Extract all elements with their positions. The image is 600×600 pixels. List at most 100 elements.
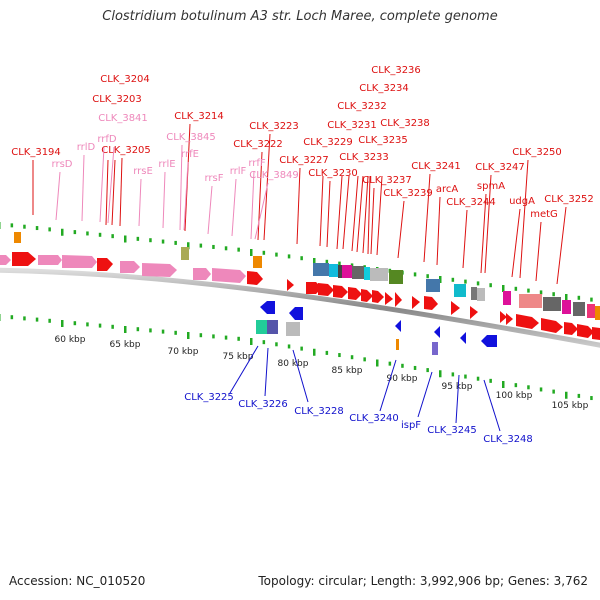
- cds-arrow: [385, 292, 393, 305]
- tick-mark: [237, 336, 240, 341]
- tick-mark: [187, 242, 190, 250]
- tick-mark: [363, 357, 366, 362]
- tick-mark: [325, 259, 329, 264]
- gene-label-forward: CLK_3203: [92, 94, 142, 105]
- tick-mark: [313, 348, 316, 356]
- tick-mark: [539, 290, 543, 295]
- gene-label-reverse: CLK_3225: [184, 392, 234, 403]
- rrna-arrow: [120, 261, 140, 273]
- tick-mark: [590, 297, 593, 302]
- gene-label-forward: CLK_3222: [233, 139, 283, 150]
- gene-label-forward: CLK_3194: [11, 147, 61, 158]
- tick-mark: [300, 346, 303, 351]
- gene-label-rna: rrlF: [230, 166, 247, 177]
- feature-lightgray: [477, 288, 485, 301]
- gene-label-forward: CLK_3230: [308, 168, 358, 179]
- forward-features: [0, 232, 600, 340]
- cds-arrow: [577, 324, 594, 338]
- rrna-arrow: [212, 268, 246, 283]
- gene-label-forward: CLK_3234: [359, 83, 409, 94]
- cds-arrow: [372, 290, 384, 303]
- feature-steelblue: [426, 279, 440, 292]
- label-leader-line: [556, 206, 567, 285]
- gene-label-forward: CLK_3214: [174, 111, 224, 122]
- scale-label: 70 kbp: [168, 347, 199, 357]
- tick-mark: [552, 389, 555, 394]
- feature-cyan: [364, 267, 370, 280]
- label-leader-line: [183, 161, 189, 231]
- tick-mark: [86, 231, 89, 236]
- tick-mark: [262, 250, 266, 255]
- tick-mark: [350, 355, 354, 360]
- cds-arrow: [424, 296, 438, 310]
- accession-label: Accession: NC_010520: [9, 574, 146, 588]
- tick-mark: [250, 249, 253, 256]
- feature-orange: [14, 232, 21, 243]
- feature-magenta: [342, 265, 352, 278]
- tick-mark: [439, 370, 442, 378]
- label-leader-line: [379, 359, 397, 412]
- label-leader-line: [351, 175, 359, 252]
- gene-label-forward: CLK_3233: [339, 152, 389, 163]
- feature-salmon: [519, 294, 542, 308]
- tick-mark: [300, 256, 303, 261]
- tick-mark: [199, 333, 203, 338]
- tick-mark: [489, 283, 492, 288]
- tick-mark: [401, 363, 404, 368]
- gene-label-forward: CLK_3238: [380, 118, 430, 129]
- gene-label-reverse: CLK_3245: [427, 425, 477, 436]
- tick-mark: [250, 338, 253, 345]
- feature-orange: [396, 339, 399, 350]
- feature-steelblue: [313, 263, 329, 276]
- tick-mark: [98, 323, 102, 328]
- tick-mark: [124, 235, 127, 243]
- cds-arrow: [506, 313, 513, 325]
- label-leader-line: [397, 200, 405, 259]
- tick-mark: [136, 236, 140, 241]
- cds-reverse-arrow: [289, 307, 303, 320]
- label-leader-line: [436, 196, 441, 266]
- cds-arrow: [318, 283, 334, 296]
- gene-label-reverse: ispF: [401, 420, 421, 431]
- tick-mark: [98, 232, 102, 237]
- label-leader-line: [484, 174, 492, 274]
- tick-mark: [338, 261, 341, 266]
- tick-mark: [161, 239, 165, 244]
- tick-mark: [287, 344, 291, 349]
- gene-label-forward: CLK_3237: [362, 175, 412, 186]
- rrna-arrow: [193, 268, 211, 280]
- label-leader-line: [111, 159, 116, 226]
- tick-mark: [539, 387, 543, 392]
- gene-label-forward: CLK_3235: [358, 135, 408, 146]
- tick-mark: [61, 320, 64, 327]
- cds-arrow: [500, 311, 507, 323]
- feature-olive: [181, 247, 189, 260]
- cds-arrow: [516, 314, 539, 329]
- cds-arrow: [348, 287, 362, 300]
- gene-label-forward: CLK_3229: [303, 137, 353, 148]
- tick-mark: [224, 246, 228, 251]
- tick-mark: [161, 329, 165, 334]
- tick-mark: [23, 316, 26, 321]
- gene-label-forward: CLK_3241: [411, 161, 461, 172]
- label-leader-line: [342, 175, 350, 250]
- label-leader-line: [229, 345, 259, 394]
- gene-label-forward: CLK_3239: [383, 188, 433, 199]
- label-leader-line: [250, 170, 255, 240]
- label-leader-line: [107, 146, 115, 224]
- tick-mark: [35, 317, 39, 322]
- tick-mark: [212, 334, 215, 339]
- cds-arrow: [333, 285, 348, 298]
- gene-label-forward: spmA: [477, 181, 505, 192]
- label-leader-line: [296, 167, 301, 245]
- tick-mark: [275, 252, 278, 257]
- tick-mark: [73, 230, 77, 235]
- tick-mark: [413, 365, 417, 370]
- gene-label-reverse: CLK_3248: [483, 434, 533, 445]
- cds-arrow: [12, 252, 36, 266]
- cds-arrow: [564, 322, 578, 335]
- label-leader-line: [105, 159, 109, 226]
- label-leader-line: [292, 349, 309, 403]
- scale-label: 60 kbp: [55, 335, 86, 345]
- cds-arrow: [97, 258, 113, 271]
